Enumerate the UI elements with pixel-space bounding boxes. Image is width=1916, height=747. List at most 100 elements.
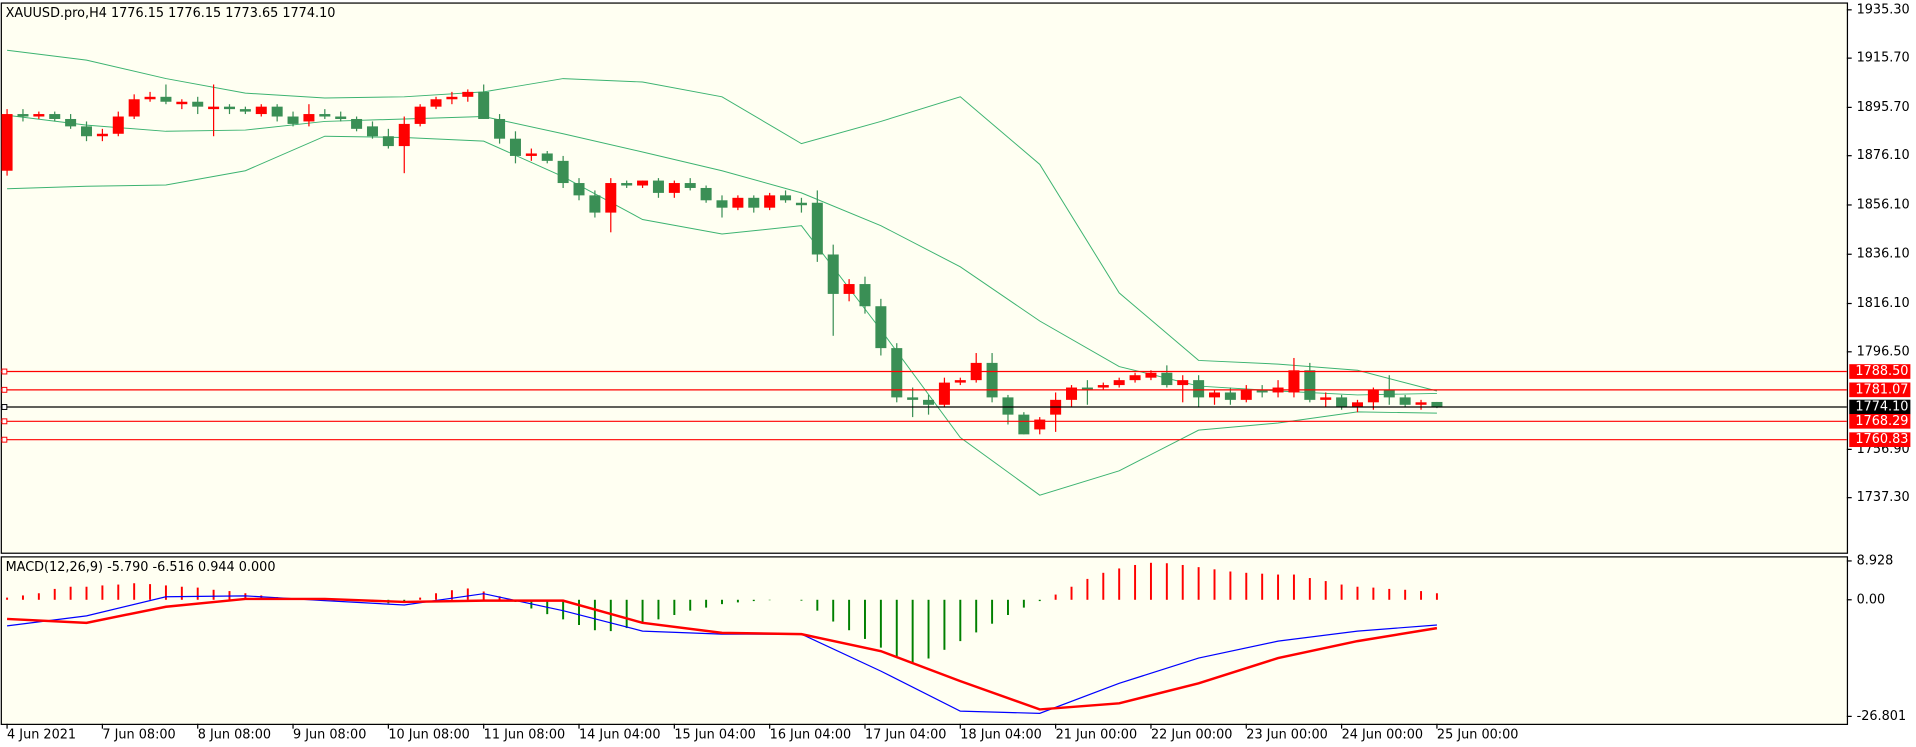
candle-body (541, 153, 553, 161)
level-anchor (1, 404, 8, 410)
level-label-bg (1849, 364, 1911, 379)
candle-body (17, 114, 29, 117)
candle-body (351, 118, 363, 129)
candle-body (81, 126, 93, 137)
x-tick-label: 23 Jun 00:00 (1246, 727, 1328, 742)
candle-body (1193, 380, 1205, 398)
candle-body (875, 306, 887, 349)
candle-body (954, 380, 966, 383)
candle-body (223, 106, 235, 110)
candle-body (843, 284, 855, 294)
candle-body (1129, 375, 1141, 381)
y-tick-label: 1935.30 (1857, 2, 1910, 17)
candle-body (716, 200, 728, 208)
y-tick-label: 1796.50 (1857, 344, 1910, 359)
candle-body (907, 397, 919, 400)
candle-body (795, 202, 807, 206)
candle-body (557, 160, 569, 184)
panel-title: XAUUSD.pro,H4 1776.15 1776.15 1773.65 17… (6, 6, 336, 21)
candle-body (525, 153, 537, 156)
y-tick-label: 1836.10 (1857, 247, 1910, 262)
candle-body (1002, 397, 1014, 415)
candle-body (366, 126, 378, 137)
x-tick-label: 9 Jun 08:00 (293, 727, 366, 742)
candle-body (1367, 389, 1379, 403)
candle-body (1383, 389, 1395, 398)
candle-body (1288, 370, 1300, 393)
candle-body (208, 106, 220, 110)
candle-body (446, 96, 458, 100)
candle-body (986, 362, 998, 398)
x-tick-label: 10 Jun 08:00 (388, 727, 470, 742)
candle-body (859, 284, 871, 307)
x-tick-label: 11 Jun 08:00 (484, 727, 565, 742)
candle-body (144, 96, 156, 100)
candle-body (1415, 402, 1427, 405)
level-label: 1788.50 (1855, 364, 1908, 379)
candle-body (938, 382, 950, 405)
candle-body (494, 118, 506, 139)
price-panel (0, 2, 1849, 554)
panel-title: MACD(12,26,9) -5.790 -6.516 0.944 0.000 (6, 560, 276, 575)
level-label-bg (1849, 413, 1911, 429)
candle-body (827, 254, 839, 294)
x-tick-label: 8 Jun 08:00 (198, 727, 271, 742)
band-line (7, 49, 1438, 392)
candle-body (1145, 372, 1157, 378)
candle-body (33, 114, 45, 117)
candle-body (700, 187, 712, 201)
x-tick-label: 18 Jun 04:00 (960, 727, 1041, 742)
candle-body (430, 99, 442, 107)
candle-body (605, 183, 617, 213)
candle-body (1399, 397, 1411, 405)
level-anchor (1, 386, 8, 393)
candle-body (637, 180, 649, 186)
candle-body (621, 183, 633, 186)
candle-body (923, 399, 935, 405)
candle-body (112, 116, 124, 134)
level-label-bg (1849, 382, 1911, 398)
level-anchor (1, 436, 8, 443)
candle-body (271, 106, 283, 117)
x-tick-label: 7 Jun 08:00 (102, 727, 175, 742)
candle-body (748, 197, 760, 208)
candle-body (96, 133, 108, 137)
candle-body (780, 195, 792, 201)
candle-body (668, 183, 680, 193)
candle-body (176, 101, 188, 105)
band-line (7, 135, 1437, 496)
candle-body (1113, 380, 1125, 386)
candle-body (573, 183, 585, 196)
candle-body (1018, 414, 1030, 435)
candle-body (1240, 389, 1252, 400)
candle-body (303, 114, 315, 122)
candle-body (1304, 370, 1316, 400)
y-tick-label: 1856.10 (1857, 197, 1910, 212)
candle-body (382, 136, 394, 147)
y-tick-label: 1915.70 (1857, 51, 1910, 66)
candle-body (652, 180, 664, 193)
candle-body (1177, 380, 1189, 386)
level-label-bg (1849, 399, 1911, 415)
candle-body (764, 195, 776, 208)
candle-body (462, 91, 474, 97)
candle-body (1256, 389, 1268, 393)
y-tick-label: 1876.10 (1857, 148, 1910, 163)
candle-body (49, 114, 61, 119)
candle-body (732, 197, 744, 208)
candle-body (1161, 372, 1173, 386)
level-label: 1774.10 (1855, 399, 1908, 414)
y-tick-label: 1816.10 (1857, 296, 1910, 311)
candle-body (398, 123, 410, 147)
x-tick-label: 22 Jun 00:00 (1151, 727, 1233, 742)
macd-line (7, 597, 1438, 711)
candle-body (1224, 392, 1236, 400)
candle-body (65, 118, 77, 127)
candle-body (1209, 392, 1221, 398)
level-label: 1760.83 (1855, 432, 1908, 447)
candle-body (1320, 397, 1332, 400)
y-tick-label: 8.928 (1857, 553, 1894, 568)
candle-body (1034, 419, 1046, 430)
